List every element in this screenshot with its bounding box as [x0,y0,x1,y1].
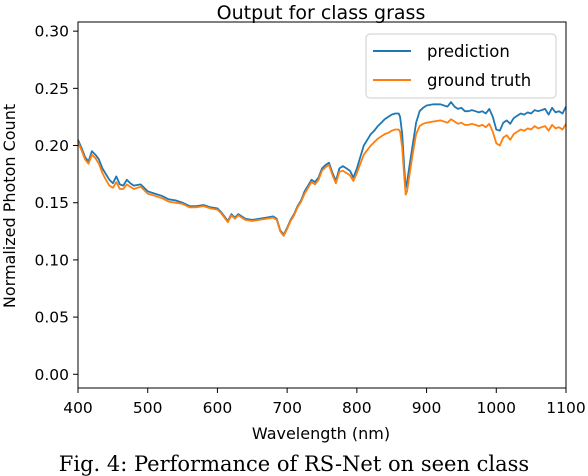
x-tick-label: 800 [342,399,372,417]
chart-title: Output for class grass [217,2,426,24]
x-tick-label: 500 [133,399,163,417]
series-line-ground-truth [77,118,567,237]
line-chart: Output for class grass 400 500 600 700 800 90… [0,2,586,443]
x-tick-label: 900 [412,399,442,417]
y-tick-label: 0.10 [34,251,69,269]
legend-box [365,33,557,99]
figure-caption: Fig. 4: Performance of RS-Net on seen cl… [58,452,530,476]
plot-frame [77,21,567,389]
legend: prediction ground truth [365,33,557,99]
x-tick-label: 400 [63,399,93,417]
y-tick-label: 0.15 [34,194,69,212]
legend-label-prediction: prediction [427,42,510,61]
series-line-prediction [77,101,567,236]
legend-label-ground-truth: ground truth [427,71,531,90]
x-tick-label: 1100 [546,399,585,417]
y-axis-title: Normalized Photon Count [0,104,19,308]
x-tick-label: 700 [272,399,302,417]
x-tick-label: 600 [203,399,233,417]
x-tick-label: 1000 [477,399,516,417]
y-tick-label: 0.00 [34,366,69,384]
y-axis: 0.00 0.05 0.10 0.15 0.20 0.25 0.30 [34,23,78,384]
x-axis-title: Wavelength (nm) [252,424,390,443]
y-tick-label: 0.20 [34,137,69,155]
plot-lines [77,101,567,237]
y-tick-label: 0.30 [34,23,69,41]
x-axis: 400 500 600 700 800 900 1000 1100 [63,388,586,417]
y-tick-label: 0.25 [34,80,69,98]
y-tick-label: 0.05 [34,309,69,327]
